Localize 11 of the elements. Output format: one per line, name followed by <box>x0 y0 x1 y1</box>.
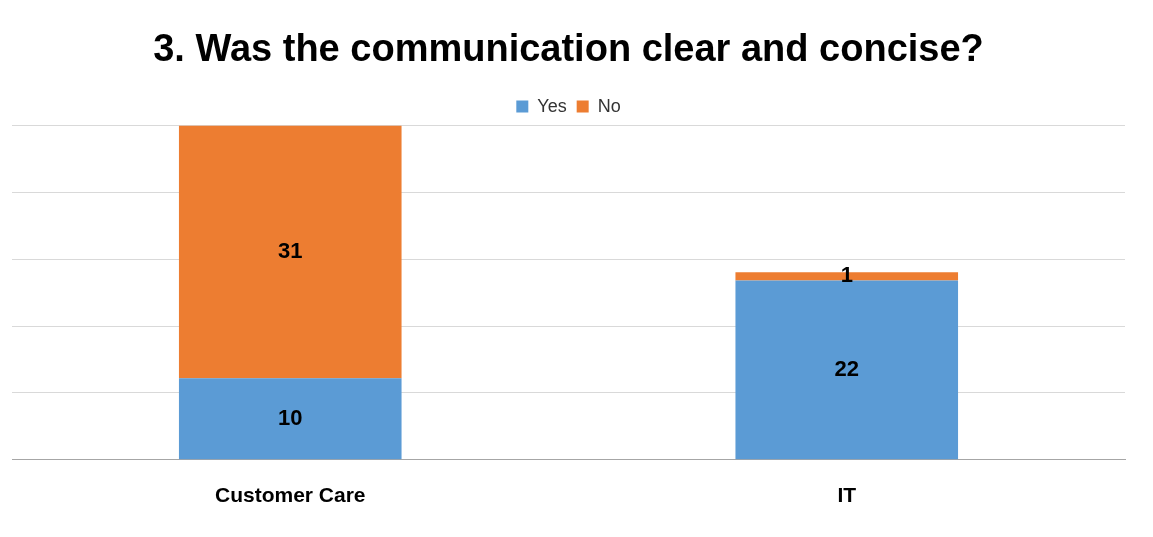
bar <box>178 378 402 460</box>
legend-label: Yes <box>537 95 567 116</box>
chart-title: 3. Was the communication clear and concise? <box>153 27 984 70</box>
bar <box>178 125 402 379</box>
x-tick-label: IT <box>837 483 857 507</box>
legend-label: No <box>597 95 621 116</box>
x-tick-label: Customer Care <box>214 483 366 507</box>
bar <box>735 280 959 460</box>
data-label: 22 <box>834 355 859 381</box>
data-label: 10 <box>278 404 303 430</box>
data-label: 31 <box>278 238 303 264</box>
